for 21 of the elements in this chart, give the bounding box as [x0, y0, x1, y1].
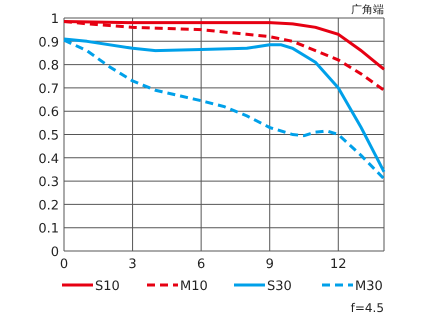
y-tick-label: 0.7 — [38, 82, 59, 97]
x-tick-label: 3 — [128, 257, 137, 272]
y-tick-label: 0.5 — [38, 128, 59, 144]
legend-label: S10 — [95, 279, 120, 294]
y-tick-label: 0.1 — [38, 222, 59, 237]
y-tick-label: 0.4 — [38, 152, 59, 167]
chart-title: 广角端 — [351, 3, 384, 16]
legend-label: M30 — [355, 279, 383, 294]
x-tick-label: 12 — [330, 257, 347, 272]
y-tick-label: 0.6 — [38, 105, 59, 120]
y-tick-label: 0.9 — [38, 35, 59, 50]
legend-label: M10 — [180, 279, 208, 294]
text: f=4.5 — [350, 301, 384, 315]
y-tick-label: 0.2 — [38, 198, 59, 214]
x-tick-label: 9 — [266, 257, 274, 272]
legend-label: S30 — [267, 279, 292, 294]
x-tick-label: 6 — [197, 257, 206, 272]
y-tick-label: 0 — [50, 245, 59, 260]
y-tick-label: 1 — [50, 12, 59, 27]
y-tick-label: 0.8 — [38, 58, 59, 74]
y-tick-label: 0.3 — [38, 175, 59, 190]
